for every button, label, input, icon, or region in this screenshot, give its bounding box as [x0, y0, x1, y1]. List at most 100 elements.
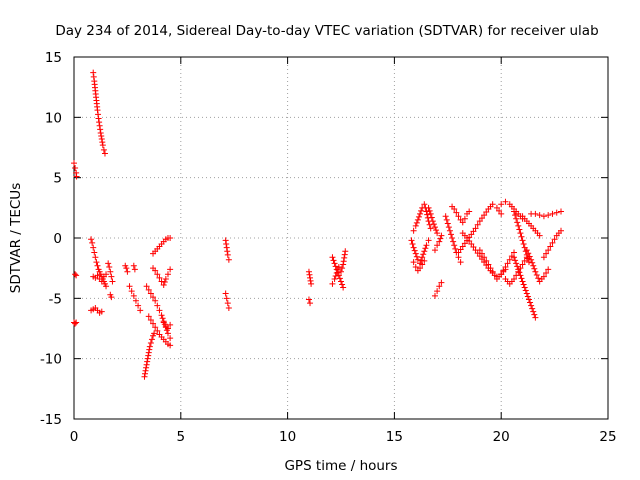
- data-point: [154, 327, 161, 334]
- data-point: [433, 227, 440, 234]
- data-point: [443, 216, 450, 223]
- data-point: [148, 336, 155, 343]
- data-point: [338, 268, 344, 275]
- data-point: [342, 248, 349, 255]
- data-point: [519, 237, 526, 244]
- data-point: [94, 272, 101, 279]
- data-point: [496, 207, 503, 214]
- data-point: [160, 319, 167, 326]
- data-point: [468, 231, 475, 238]
- data-point: [442, 213, 449, 220]
- data-point: [549, 210, 556, 217]
- data-point: [430, 221, 437, 228]
- data-point: [142, 370, 149, 377]
- series-sat-z: [410, 201, 434, 234]
- data-point: [100, 146, 107, 153]
- data-point: [513, 260, 520, 267]
- data-point: [525, 250, 532, 257]
- data-point: [71, 160, 77, 167]
- data-point: [522, 287, 529, 294]
- data-point: [476, 218, 483, 225]
- data-point: [96, 119, 103, 126]
- data-point: [224, 300, 231, 307]
- data-point: [515, 222, 522, 229]
- data-point: [413, 219, 420, 226]
- data-point: [306, 271, 313, 278]
- data-point: [332, 263, 339, 270]
- data-point: [418, 257, 425, 264]
- data-point: [461, 240, 468, 247]
- data-point: [415, 213, 422, 220]
- data-point: [414, 216, 421, 223]
- data-point: [98, 308, 105, 315]
- data-point: [532, 268, 539, 275]
- data-point: [429, 218, 436, 225]
- data-point: [97, 130, 104, 137]
- data-point: [516, 226, 523, 233]
- data-point: [470, 228, 477, 235]
- series-sat-ag: [455, 201, 505, 256]
- data-point: [411, 247, 418, 254]
- data-point: [489, 268, 496, 275]
- data-point: [528, 256, 535, 263]
- data-point: [474, 250, 481, 257]
- data-point: [225, 304, 232, 311]
- series-sat-q: [150, 265, 174, 289]
- data-point: [424, 211, 431, 218]
- data-point: [540, 273, 547, 280]
- data-point: [493, 204, 500, 211]
- x-tick-labels: 0 5 10 15 20 25: [70, 429, 617, 445]
- data-point: [73, 173, 80, 180]
- chart-title: Day 234 of 2014, Sidereal Day-to-day VTE…: [55, 23, 598, 39]
- data-point: [224, 248, 231, 255]
- data-point: [339, 281, 346, 288]
- data-point: [425, 237, 432, 244]
- data-point: [141, 373, 148, 380]
- data-point: [512, 212, 519, 219]
- data-point: [106, 263, 113, 270]
- data-point: [516, 269, 523, 276]
- data-point: [147, 290, 154, 297]
- data-point: [527, 299, 534, 306]
- data-point: [466, 208, 473, 215]
- data-point: [152, 297, 159, 304]
- data-point: [419, 254, 426, 261]
- series-sat-o: [145, 313, 174, 349]
- data-point: [101, 150, 108, 157]
- data-point: [487, 265, 494, 272]
- y-tick-label: -15: [40, 412, 62, 428]
- data-point: [457, 259, 464, 266]
- series-sat-g: [90, 271, 110, 285]
- data-point: [131, 266, 138, 273]
- data-point: [341, 254, 348, 261]
- data-point: [412, 222, 419, 229]
- data-point: [528, 302, 535, 309]
- data-point: [158, 312, 165, 319]
- data-point: [223, 295, 230, 302]
- data-point: [423, 242, 430, 249]
- y-tick-labels: -15 -10 -5 0 5 10 15: [40, 50, 62, 428]
- data-point: [126, 283, 133, 290]
- data-point: [340, 261, 347, 268]
- data-point: [434, 242, 441, 249]
- data-point: [341, 251, 348, 258]
- data-point: [335, 263, 342, 270]
- data-point: [502, 198, 509, 205]
- data-point: [145, 313, 152, 320]
- data-point: [167, 266, 174, 273]
- series-sat-p: [150, 235, 174, 257]
- series-sat-a: [71, 160, 80, 180]
- data-point: [97, 126, 104, 133]
- data-point: [511, 254, 518, 261]
- series-sat-v: [305, 296, 314, 307]
- data-point: [167, 321, 174, 328]
- series-sat-f: [88, 304, 105, 316]
- data-point: [498, 201, 505, 208]
- data-point: [154, 271, 161, 278]
- data-point: [518, 233, 525, 240]
- data-point: [452, 245, 459, 252]
- series-sat-x: [329, 248, 349, 287]
- data-point: [331, 276, 338, 283]
- data-point: [143, 361, 150, 368]
